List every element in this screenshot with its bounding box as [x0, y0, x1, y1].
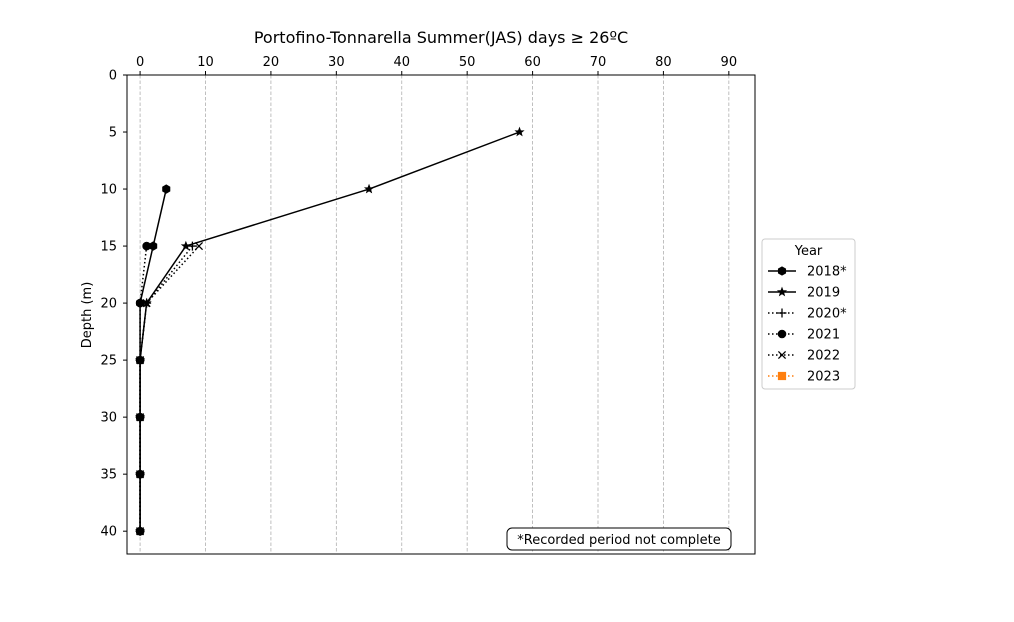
annotation-frame [506, 527, 732, 551]
data-point-2022 [194, 242, 204, 251]
series-2022 [136, 242, 204, 536]
legend-title: Year [794, 244, 823, 259]
y-tick-label: 35 [100, 468, 117, 483]
legend-item-2019: 2019 [768, 286, 840, 301]
data-point-2022 [136, 356, 145, 365]
legend-item-2023: 2023 [768, 370, 840, 385]
x-tick-label: 80 [655, 55, 672, 70]
legend-marker-2022 [777, 350, 787, 360]
y-tick-label: 20 [100, 297, 117, 312]
legend-label-2019: 2019 [807, 286, 840, 301]
x-tick-label: 40 [393, 55, 410, 70]
legend-label-2021: 2021 [807, 328, 840, 343]
legend-item-2020: 2020* [768, 307, 847, 322]
legend-marker-2021 [777, 329, 787, 339]
series-layer [134, 126, 525, 536]
x-tick-label: 90 [721, 55, 738, 70]
data-point-2021 [142, 241, 151, 251]
y-tick-label: 10 [100, 183, 117, 198]
legend-marker-2023 [777, 371, 787, 381]
x-tick-label: 50 [459, 55, 476, 70]
data-point-2019 [514, 126, 525, 137]
annotation-box: *Recorded period not complete [506, 527, 732, 551]
legend-label-2023: 2023 [807, 370, 840, 385]
legend-label-2018: 2018* [807, 265, 847, 280]
x-tick-label: 30 [328, 55, 345, 70]
series-line-2019 [139, 131, 520, 532]
annotation-text: *Recorded period not complete [517, 533, 721, 548]
legend-marker-2020 [777, 308, 787, 318]
data-point-2022 [136, 413, 145, 422]
data-point-2018 [162, 184, 171, 194]
legend-marker-2018 [777, 266, 787, 276]
data-point-2022 [142, 299, 151, 308]
data-point-2019 [363, 183, 375, 194]
legend-item-2022: 2022 [768, 349, 840, 364]
data-point-2019 [180, 240, 191, 251]
grid-lines [139, 75, 730, 554]
legend-item-2021: 2021 [768, 328, 840, 343]
legend-label-2022: 2022 [807, 349, 840, 364]
series-line-2022 [139, 245, 200, 532]
chart-title: Portofino-Tonnarella Summer(JAS) days ≥ … [254, 28, 628, 47]
y-tick-label: 40 [100, 525, 117, 540]
y-tick-label: 25 [100, 354, 117, 369]
x-axis: 0 10 20 30 40 50 60 70 80 90 [136, 55, 737, 75]
legend-marker-2019 [776, 286, 788, 297]
data-point-2020 [187, 241, 197, 251]
y-axis: 0 5 10 15 20 25 30 35 40 [100, 69, 127, 540]
x-tick-label: 20 [263, 55, 280, 70]
y-tick-label: 30 [100, 411, 117, 426]
x-tick-label: 0 [136, 55, 144, 70]
x-tick-label: 60 [524, 55, 541, 70]
y-tick-label: 15 [100, 240, 117, 255]
x-tick-label: 10 [197, 55, 214, 70]
y-tick-label: 0 [109, 69, 117, 84]
data-point-2021 [135, 298, 145, 308]
legend: Year 2018* 2019 2020* 2021 2022 2023 [761, 238, 856, 390]
plot-frame [126, 74, 756, 555]
series-line-2020 [139, 245, 194, 532]
x-tick-label: 70 [590, 55, 607, 70]
y-axis-label: Depth (m) [80, 282, 95, 349]
data-point-2022 [136, 470, 145, 479]
legend-item-2018: 2018* [768, 265, 847, 280]
y-tick-label: 5 [109, 126, 117, 141]
data-point-2022 [136, 527, 145, 536]
legend-label-2020: 2020* [807, 307, 847, 322]
